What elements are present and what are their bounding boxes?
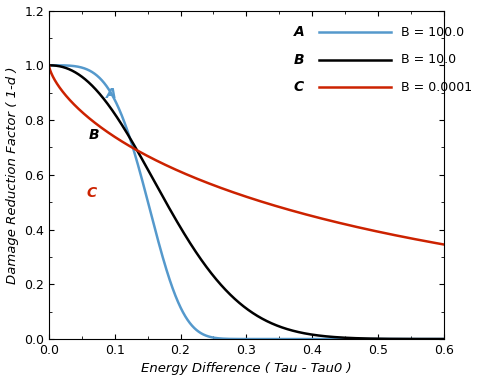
- Text: C: C: [87, 186, 97, 200]
- Y-axis label: Damage Reduction Factor ( 1-d ): Damage Reduction Factor ( 1-d ): [6, 66, 19, 283]
- Text: B = 100.0: B = 100.0: [401, 26, 464, 39]
- Text: B = 10.0: B = 10.0: [401, 53, 456, 66]
- Text: B: B: [294, 53, 304, 67]
- Text: B = 0.0001: B = 0.0001: [401, 81, 472, 94]
- X-axis label: Energy Difference ( Tau - Tau0 ): Energy Difference ( Tau - Tau0 ): [141, 362, 352, 375]
- Text: C: C: [294, 80, 304, 94]
- Text: A: A: [106, 87, 117, 101]
- Text: A: A: [294, 26, 304, 40]
- Text: B: B: [88, 128, 99, 142]
